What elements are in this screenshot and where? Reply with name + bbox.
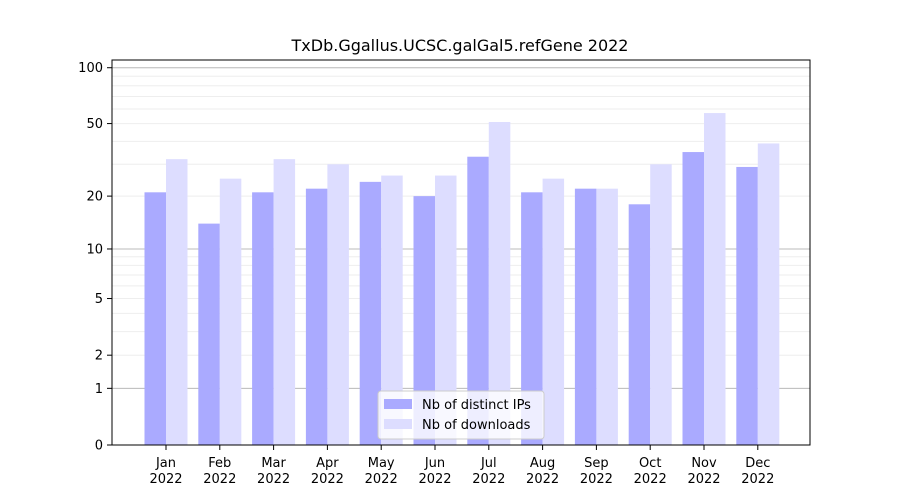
bar-distinct-ips [736,166,758,445]
legend-swatch [384,399,412,409]
x-tick-label: Aug 2022 [526,456,559,487]
x-tick-label: Jun 2022 [418,456,451,487]
x-axis: Jan 2022 Feb 2022 Mar 2022 Apr 2022 May 2022 Jun 20… [149,445,774,487]
bar-downloads [166,159,188,445]
x-tick-label: Apr 2022 [311,456,344,487]
y-tick-label: 1 [95,382,103,397]
x-tick-label: May 2022 [365,456,398,487]
x-tick-label: Jan 2022 [149,456,182,487]
x-tick-label: Sep 2022 [580,456,613,487]
x-tick-label: Dec 2022 [741,456,774,487]
legend-box [377,390,545,440]
bar-downloads [435,175,457,445]
legend-label: Nb of distinct IPs [422,398,531,413]
bar-downloads [219,178,242,445]
y-tick-label: 20 [86,190,103,205]
bar-distinct-ips [305,188,328,445]
bar-downloads [381,175,403,445]
bar-downloads [542,178,565,445]
bar-distinct-ips [574,188,597,445]
bar-downloads [650,164,672,445]
x-tick-label: Mar 2022 [257,456,290,487]
plot-frame [111,59,811,446]
y-tick-label: 2 [95,349,103,364]
legend-swatch [384,419,412,429]
x-tick-label: Jul 2022 [472,456,505,487]
bar-downloads [596,188,618,445]
bar-distinct-ips [359,181,382,446]
y-tick-label: 0 [95,439,103,454]
bar-distinct-ips [252,192,274,445]
bar-downloads [704,113,726,445]
y-tick-label: 5 [95,292,103,307]
bar-distinct-ips [682,152,704,445]
bar-downloads [757,143,780,445]
y-axis: 0 1 2 5 10 20 50 100 [78,61,112,454]
y-tick-label: 10 [86,242,103,257]
x-tick-label: Oct 2022 [634,456,667,487]
x-tick-label: Feb 2022 [203,456,236,487]
x-tick-label: Nov 2022 [687,456,720,487]
bar-distinct-ips [198,223,220,445]
legend: Nb of distinct IPs Nb of downloads [377,390,545,440]
bar-downloads [327,164,349,445]
chart-title: TxDb.Ggallus.UCSC.galGal5.refGene 2022 [291,36,629,55]
bar-distinct-ips [413,196,435,445]
bar-distinct-ips [467,156,489,446]
bars [144,113,780,446]
bar-distinct-ips [144,192,166,445]
bar-downloads [273,159,296,445]
bar-downloads [488,121,511,445]
bar-distinct-ips [521,192,543,445]
bar-distinct-ips [628,204,651,445]
legend-label: Nb of downloads [422,418,531,433]
y-tick-label: 100 [78,61,103,76]
y-tick-label: 50 [86,117,103,132]
